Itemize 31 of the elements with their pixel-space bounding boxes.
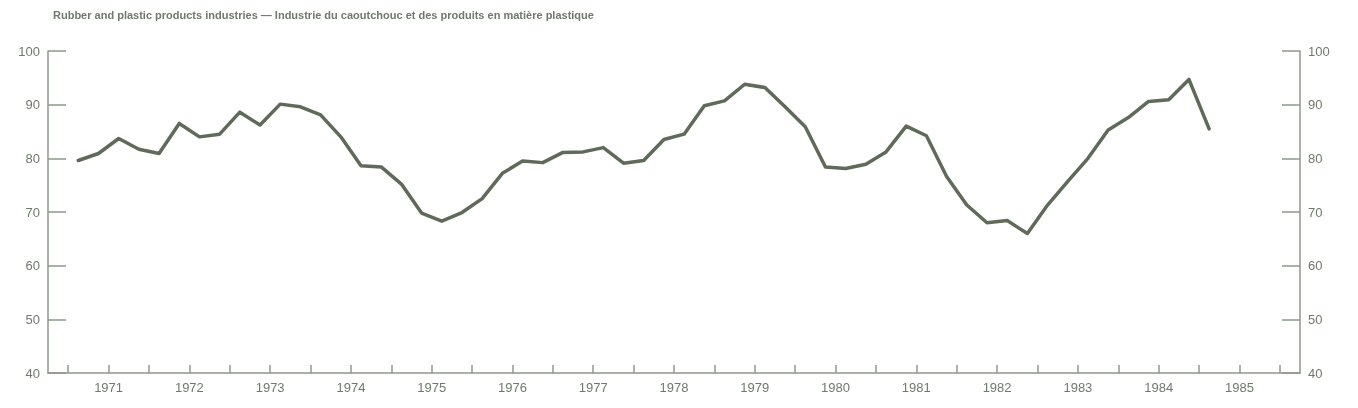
y-tick-label: 60 xyxy=(25,258,40,274)
x-tick-label: 1971 xyxy=(94,380,124,395)
x-tick-label: 1978 xyxy=(659,380,689,395)
y-tick-label: 90 xyxy=(25,97,40,113)
x-tick-label: 1977 xyxy=(578,380,608,395)
y2-tick-label: 60 xyxy=(1308,258,1323,274)
y-tick-label: 70 xyxy=(25,204,40,220)
x-tick-label: 1976 xyxy=(497,380,527,395)
x-tick-label: 1982 xyxy=(982,380,1012,395)
x-tick-label: 1979 xyxy=(740,380,770,395)
y2-tick-label: 50 xyxy=(1308,311,1323,327)
y-tick-label: 50 xyxy=(25,311,40,327)
x-tick-label: 1983 xyxy=(1063,380,1093,395)
y2-tick-label: 80 xyxy=(1308,150,1323,166)
y2-tick-label: 100 xyxy=(1308,43,1330,59)
y2-tick-label: 90 xyxy=(1308,97,1323,113)
x-tick-label: 1974 xyxy=(336,380,366,395)
line-series xyxy=(76,77,1211,236)
chart-title: Rubber and plastic products industries — Industrie du caoutchouc et des produits en matière plastique xyxy=(53,8,594,21)
y2-tick-label: 70 xyxy=(1308,204,1323,220)
y-tick-label: 100 xyxy=(18,43,40,59)
x-tick-label: 1984 xyxy=(1144,380,1174,395)
x-tick-label: 1975 xyxy=(417,380,447,395)
x-tick-label: 1980 xyxy=(821,380,851,395)
y2-tick-label: 40 xyxy=(1308,365,1323,381)
y-tick-label: 40 xyxy=(25,365,40,381)
x-tick-label: 1981 xyxy=(901,380,931,395)
x-tick-label: 1973 xyxy=(255,380,285,395)
x-tick-label: 1985 xyxy=(1224,380,1254,395)
x-tick-label: 1972 xyxy=(174,380,204,395)
y-tick-label: 80 xyxy=(25,150,40,166)
